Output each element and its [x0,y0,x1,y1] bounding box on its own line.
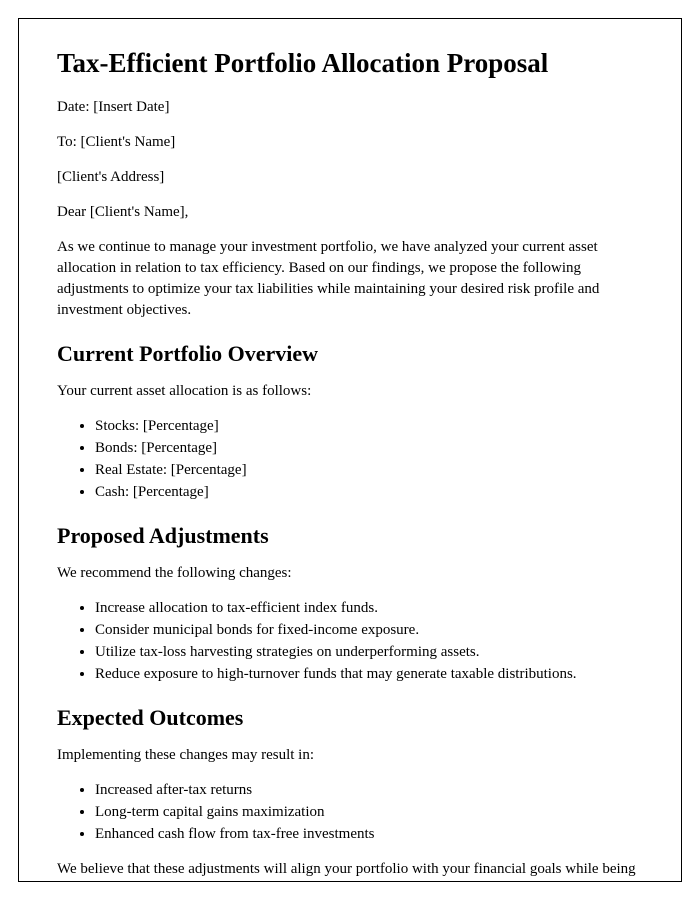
list-item: Increase allocation to tax-efficient ind… [95,598,643,619]
address-line: [Client's Address] [57,167,643,188]
closing-paragraph: We believe that these adjustments will a… [57,859,643,882]
current-allocation-list: Stocks: [Percentage] Bonds: [Percentage]… [95,416,643,503]
list-item: Bonds: [Percentage] [95,438,643,459]
date-line: Date: [Insert Date] [57,97,643,118]
list-item: Stocks: [Percentage] [95,416,643,437]
section-lead-proposed: We recommend the following changes: [57,563,643,584]
expected-outcomes-list: Increased after-tax returns Long-term ca… [95,780,643,845]
intro-paragraph: As we continue to manage your investment… [57,237,643,321]
section-heading-proposed: Proposed Adjustments [57,523,643,549]
proposed-adjustments-list: Increase allocation to tax-efficient ind… [95,598,643,685]
document-page: Tax-Efficient Portfolio Allocation Propo… [18,18,682,882]
salutation: Dear [Client's Name], [57,202,643,223]
to-line: To: [Client's Name] [57,132,643,153]
list-item: Utilize tax-loss harvesting strategies o… [95,642,643,663]
list-item: Real Estate: [Percentage] [95,460,643,481]
section-heading-outcomes: Expected Outcomes [57,705,643,731]
list-item: Reduce exposure to high-turnover funds t… [95,664,643,685]
list-item: Long-term capital gains maximization [95,802,643,823]
section-heading-current: Current Portfolio Overview [57,341,643,367]
list-item: Cash: [Percentage] [95,482,643,503]
list-item: Enhanced cash flow from tax-free investm… [95,824,643,845]
list-item: Consider municipal bonds for fixed-incom… [95,620,643,641]
list-item: Increased after-tax returns [95,780,643,801]
section-lead-current: Your current asset allocation is as foll… [57,381,643,402]
section-lead-outcomes: Implementing these changes may result in… [57,745,643,766]
document-title: Tax-Efficient Portfolio Allocation Propo… [57,47,643,79]
